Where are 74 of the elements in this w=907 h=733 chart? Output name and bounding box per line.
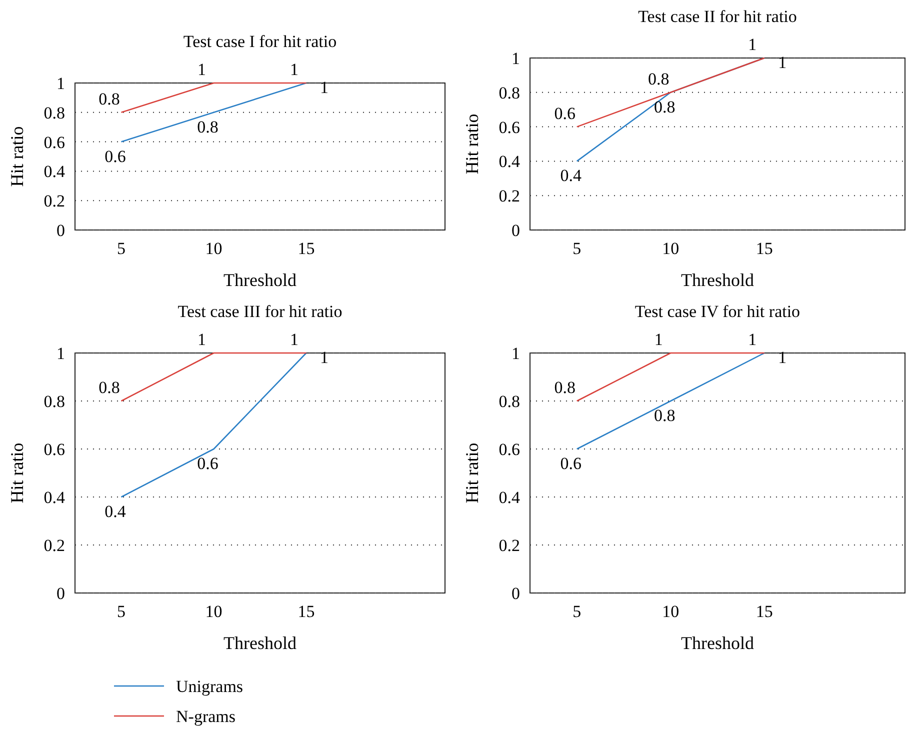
y-tick-label: 1 [56, 74, 65, 93]
chart-title: Test case III for hit ratio [178, 302, 342, 321]
data-label: 0.4 [104, 502, 126, 521]
x-tick-label: 10 [205, 602, 222, 621]
y-tick-label: 0.4 [498, 488, 520, 507]
y-tick-label: 1 [56, 344, 65, 363]
x-axis-title: Threshold [224, 270, 296, 290]
data-label: 1 [320, 348, 328, 367]
data-label: 0.8 [197, 117, 218, 136]
x-tick-label: 15 [756, 239, 773, 258]
data-label: 1 [778, 348, 787, 367]
x-axis-title: Threshold [681, 633, 754, 653]
data-label: 1 [654, 330, 663, 349]
x-tick-label: 5 [572, 239, 582, 258]
x-tick-label: 5 [117, 239, 126, 258]
chart-title: Test case II for hit ratio [638, 7, 797, 26]
y-tick-label: 0 [56, 584, 65, 603]
chart-title: Test case IV for hit ratio [634, 302, 800, 321]
data-label: 0.4 [560, 166, 582, 186]
data-label: 1 [290, 60, 298, 79]
data-label: 1 [198, 60, 206, 79]
data-label: 0.6 [197, 454, 218, 473]
y-tick-label: 0.2 [498, 186, 520, 206]
data-label: 1 [748, 330, 757, 349]
data-label: 0.8 [648, 69, 670, 88]
y-tick-label: 0.4 [44, 162, 66, 182]
x-tick-label: 15 [298, 602, 315, 621]
data-label: 0.6 [104, 146, 126, 166]
data-label: 1 [748, 35, 757, 54]
data-label: 0.8 [654, 97, 676, 116]
y-tick-label: 0 [56, 221, 65, 240]
data-label: 0.6 [554, 104, 576, 123]
data-label: 0.8 [654, 406, 676, 425]
x-tick-label: 10 [205, 239, 222, 258]
x-tick-label: 10 [662, 239, 680, 258]
data-label: 1 [290, 330, 298, 349]
data-label: 0.8 [554, 378, 576, 397]
y-tick-label: 0.2 [498, 536, 520, 555]
legend-label: N-grams [176, 707, 236, 726]
x-axis-title: Threshold [681, 270, 754, 290]
y-tick-label: 0.4 [44, 488, 66, 507]
y-tick-label: 0.8 [498, 392, 520, 411]
x-tick-label: 15 [756, 602, 773, 621]
y-tick-label: 0.8 [44, 392, 65, 411]
y-tick-label: 0.2 [44, 536, 65, 555]
legend-label: Unigrams [176, 677, 244, 696]
y-tick-label: 0.6 [44, 132, 65, 152]
x-tick-label: 5 [117, 602, 126, 621]
y-tick-label: 0.6 [44, 440, 65, 459]
data-label: 1 [778, 53, 787, 72]
data-label: 0.8 [98, 89, 120, 108]
y-tick-label: 0 [512, 584, 520, 603]
y-tick-label: 0.8 [498, 83, 520, 102]
chart-title: Test case I for hit ratio [183, 32, 337, 51]
y-tick-label: 0.6 [498, 440, 520, 459]
y-axis-title: Hit ratio [462, 114, 482, 174]
x-tick-label: 5 [572, 602, 582, 621]
y-tick-label: 0.8 [44, 103, 65, 122]
x-tick-label: 15 [298, 239, 315, 258]
y-tick-label: 1 [512, 344, 520, 363]
y-tick-label: 0.2 [44, 192, 65, 211]
x-tick-label: 10 [662, 602, 680, 621]
y-tick-label: 0.6 [498, 118, 520, 137]
y-tick-label: 1 [512, 49, 520, 68]
y-axis-title: Hit ratio [7, 442, 27, 504]
y-axis-title: Hit ratio [7, 126, 27, 187]
data-label: 0.8 [98, 378, 120, 397]
data-label: 0.6 [560, 454, 582, 473]
x-axis-title: Threshold [224, 633, 296, 653]
data-label: 1 [320, 78, 328, 97]
y-tick-label: 0 [512, 221, 520, 240]
data-label: 1 [198, 330, 206, 349]
y-tick-label: 0.4 [498, 152, 520, 172]
y-axis-title: Hit ratio [462, 442, 482, 504]
